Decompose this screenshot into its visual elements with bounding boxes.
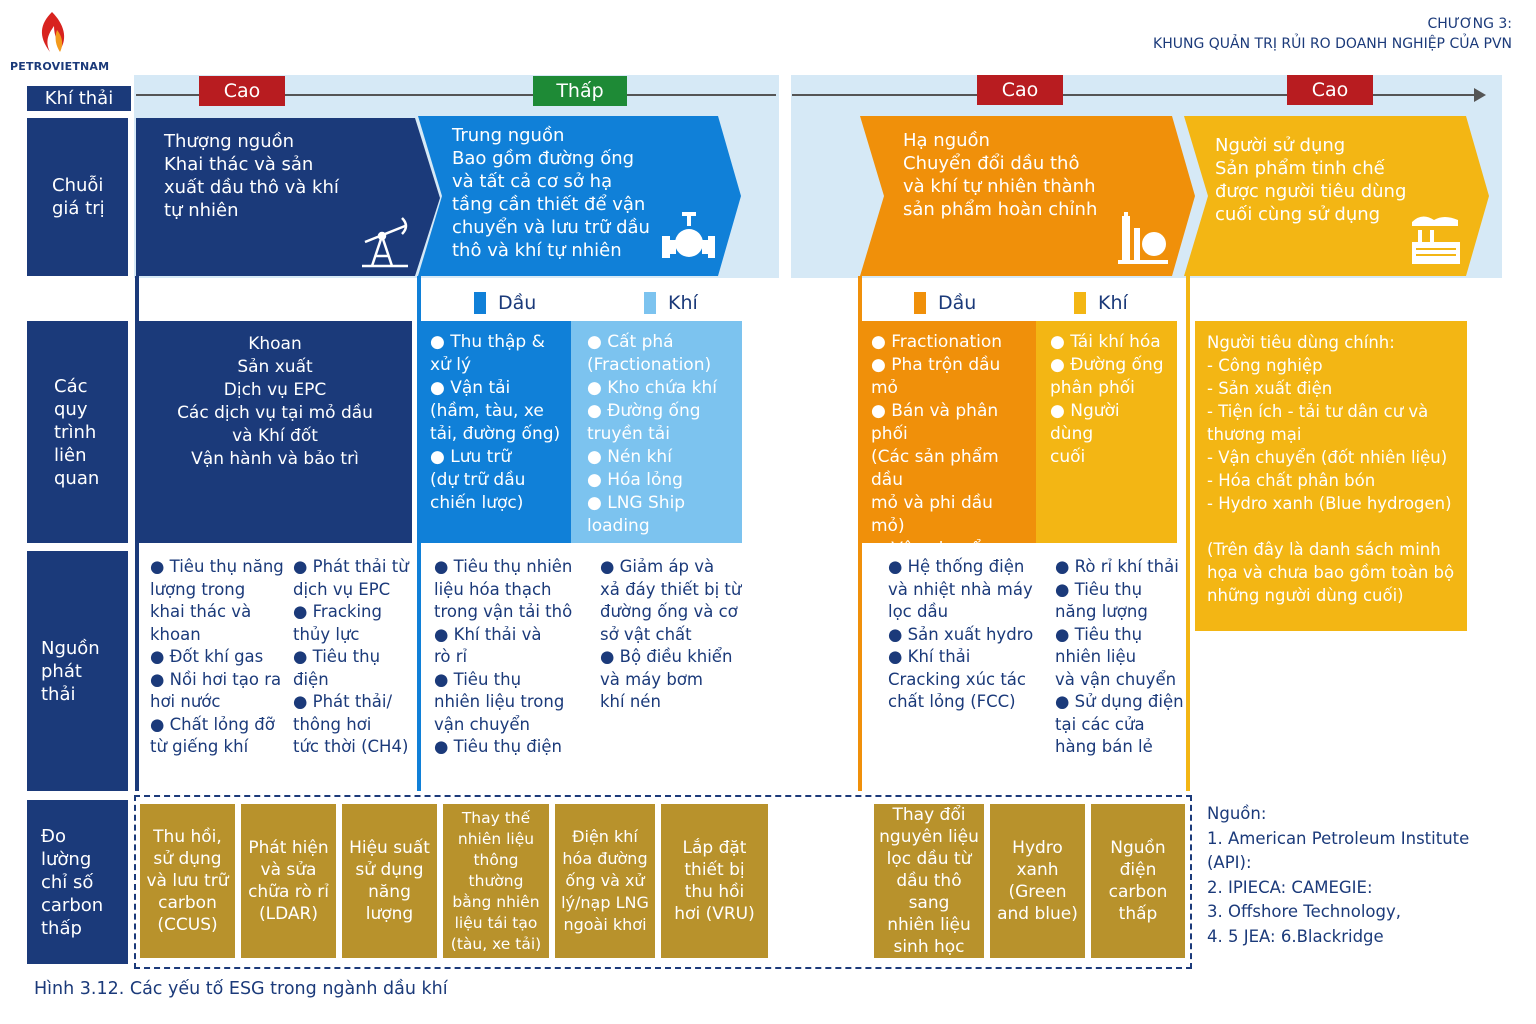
emission-level-upstream: Cao <box>199 76 285 106</box>
process-down-gas: ● Tái khí hóa ● Đường ống phân phối ● Ng… <box>1036 321 1177 543</box>
source-midstream-b: ● Giảm áp và xả đáy thiết bị từ đường ốn… <box>600 557 742 711</box>
row-label-sources: Nguồn phát thải <box>27 551 128 791</box>
divider-users <box>1186 276 1190 791</box>
legend-swatch <box>914 292 926 314</box>
chapter-title: KHUNG QUẢN TRỊ RỦI RO DOANH NGHIỆP CỦA P… <box>1153 36 1512 52</box>
chapter-label: CHƯƠNG 3: <box>1427 16 1513 32</box>
emission-level-midstream: Thấp <box>533 76 627 106</box>
chain-downstream-text: Hạ nguồn Chuyển đổi dầu thô và khí tự nh… <box>903 130 1098 220</box>
logo-text: PETROVIETNAM <box>10 60 110 73</box>
source-upstream-a: ● Tiêu thụ năng lượng trong khai thác và… <box>150 557 284 756</box>
chain-users-text: Người sử dụng Sản phẩm tinh chế được ngư… <box>1215 135 1407 225</box>
measure-ccus: Thu hồi, sử dụng và lưu trữ carbon (CCUS… <box>140 804 235 958</box>
measure-energy-efficiency: Hiệu suất sử dụng năng lượng <box>342 804 437 958</box>
refinery-icon <box>1118 212 1168 264</box>
legend-swatch <box>1074 292 1086 314</box>
source-downstream-b: ● Rò rỉ khí thải ● Tiêu thụ năng lượng ●… <box>1055 557 1184 756</box>
source-upstream-b: ● Phát thải từ dịch vụ EPC ● Fracking th… <box>293 557 409 756</box>
legend-label: Khí <box>1098 292 1128 314</box>
emission-level-downstream: Cao <box>977 75 1063 105</box>
arrow-head-icon <box>1474 88 1486 102</box>
row-label-processes: Các quy trình liên quan <box>27 321 128 543</box>
divider-downstream <box>858 276 862 791</box>
emission-level-users: Cao <box>1287 75 1373 105</box>
row-label-value-chain: Chuỗi giá trị <box>27 118 128 276</box>
divider-midstream <box>417 276 421 791</box>
chevron-users <box>1184 116 1489 276</box>
figure-caption: Hình 3.12. Các yếu tố ESG trong ngành dầ… <box>34 979 448 999</box>
oil-pump-icon <box>362 217 408 268</box>
process-mid-gas: ● Cất phá (Fractionation) ● Kho chứa khí… <box>571 321 742 543</box>
legend-down-oil: Dầu <box>914 290 976 316</box>
chevron-midstream <box>418 116 741 276</box>
emission-arrow-line-left <box>136 94 776 96</box>
measure-ldar: Phát hiện và sửa chữa rò rỉ (LDAR) <box>241 804 336 958</box>
legend-mid-gas: Khí <box>644 290 698 316</box>
process-mid-oil: ● Thu thập & xử lý ● Vận tải (hầm, tàu, … <box>420 321 571 543</box>
chevron-downstream <box>860 116 1195 276</box>
legend-mid-oil: Dầu <box>474 290 536 316</box>
emission-arrow-line-right <box>792 94 1476 96</box>
legend-swatch <box>474 292 486 314</box>
chevron-upstream <box>136 118 440 276</box>
factory-icon <box>1412 216 1460 264</box>
petrovietnam-logo: PETROVIETNAM <box>10 10 110 73</box>
row-label-emissions: Khí thải <box>27 86 131 111</box>
pipeline-valve-icon <box>662 212 715 258</box>
row-label-measures: Đo lường chỉ số carbon thấp <box>27 800 128 964</box>
flame-icon <box>41 12 65 52</box>
measures-frame <box>134 795 1192 969</box>
legend-swatch <box>644 292 656 314</box>
measure-hydrogen: Hydro xanh (Green and blue) <box>990 804 1085 958</box>
process-down-oil: ● Fractionation ● Pha trộn dầu mỏ ● Bán … <box>861 321 1036 605</box>
legend-down-gas: Khí <box>1074 290 1128 316</box>
measure-biofuel: Thay đổi nguyên liệu lọc dầu từ dầu thô … <box>874 804 984 958</box>
legend-label: Dầu <box>938 292 977 314</box>
value-chain-chevrons <box>136 116 1489 276</box>
process-users: Người tiêu dùng chính: - Công nghiệp - S… <box>1195 321 1467 631</box>
legend-label: Khí <box>668 292 698 314</box>
divider-upstream <box>135 276 139 791</box>
measure-vru: Lắp đặt thiết bị thu hồi hơi (VRU) <box>661 804 768 958</box>
process-upstream: Khoan Sản xuất Dịch vụ EPC Các dịch vụ t… <box>138 321 412 543</box>
chain-upstream-text: Thượng nguồn Khai thác và sản xuất dầu t… <box>164 131 339 221</box>
legend-label: Dầu <box>498 292 537 314</box>
source-downstream-a: ● Hệ thống điện và nhiệt nhà máy lọc dầu… <box>888 557 1034 711</box>
source-midstream-a: ● Tiêu thụ nhiên liệu hóa thạch trong vậ… <box>434 557 573 756</box>
references: Nguồn: 1. American Petroleum Institute (… <box>1207 804 1470 946</box>
measure-fuel-substitution: Thay thế nhiên liệu thông thường bằng nh… <box>443 804 549 958</box>
chain-midstream-text: Trung nguồn Bao gồm đường ống và tất cả … <box>452 125 650 261</box>
measure-low-carbon-power: Nguồn điện carbon thấp <box>1091 804 1185 958</box>
measure-electrification: Điện khí hóa đường ống và xử lý/nạp LNG … <box>555 804 655 958</box>
